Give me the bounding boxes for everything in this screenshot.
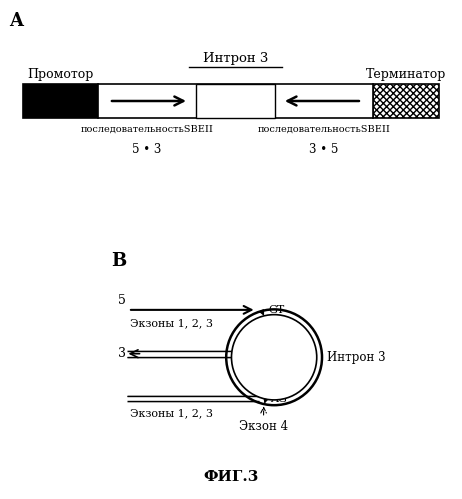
Text: 3 • 5: 3 • 5 — [310, 143, 339, 156]
Text: последовательностьSBEII: последовательностьSBEII — [80, 125, 213, 134]
Text: A: A — [9, 12, 23, 30]
Bar — [98, 84, 373, 118]
Text: GT: GT — [268, 305, 285, 315]
Text: 5: 5 — [118, 294, 126, 307]
Text: Экзоны 1, 2, 3: Экзоны 1, 2, 3 — [130, 318, 213, 328]
Text: 5 • 3: 5 • 3 — [132, 143, 161, 156]
Text: Промотор: Промотор — [27, 68, 93, 81]
Text: B: B — [111, 252, 127, 270]
Bar — [195, 84, 275, 118]
Bar — [195, 84, 275, 118]
Bar — [373, 84, 439, 118]
Text: ФИГ.3: ФИГ.3 — [203, 470, 259, 484]
Text: 3: 3 — [118, 347, 126, 360]
Text: Экзон 4: Экзон 4 — [239, 420, 288, 433]
Bar — [23, 84, 98, 118]
Text: Терминатор: Терминатор — [366, 68, 446, 81]
Text: AG: AG — [270, 394, 286, 404]
Circle shape — [232, 315, 316, 400]
Text: последовательностьSBEII: последовательностьSBEII — [258, 125, 390, 134]
Text: Экзоны 1, 2, 3: Экзоны 1, 2, 3 — [130, 408, 213, 418]
Text: Интрон 3: Интрон 3 — [327, 351, 385, 364]
Text: Интрон 3: Интрон 3 — [203, 52, 268, 65]
